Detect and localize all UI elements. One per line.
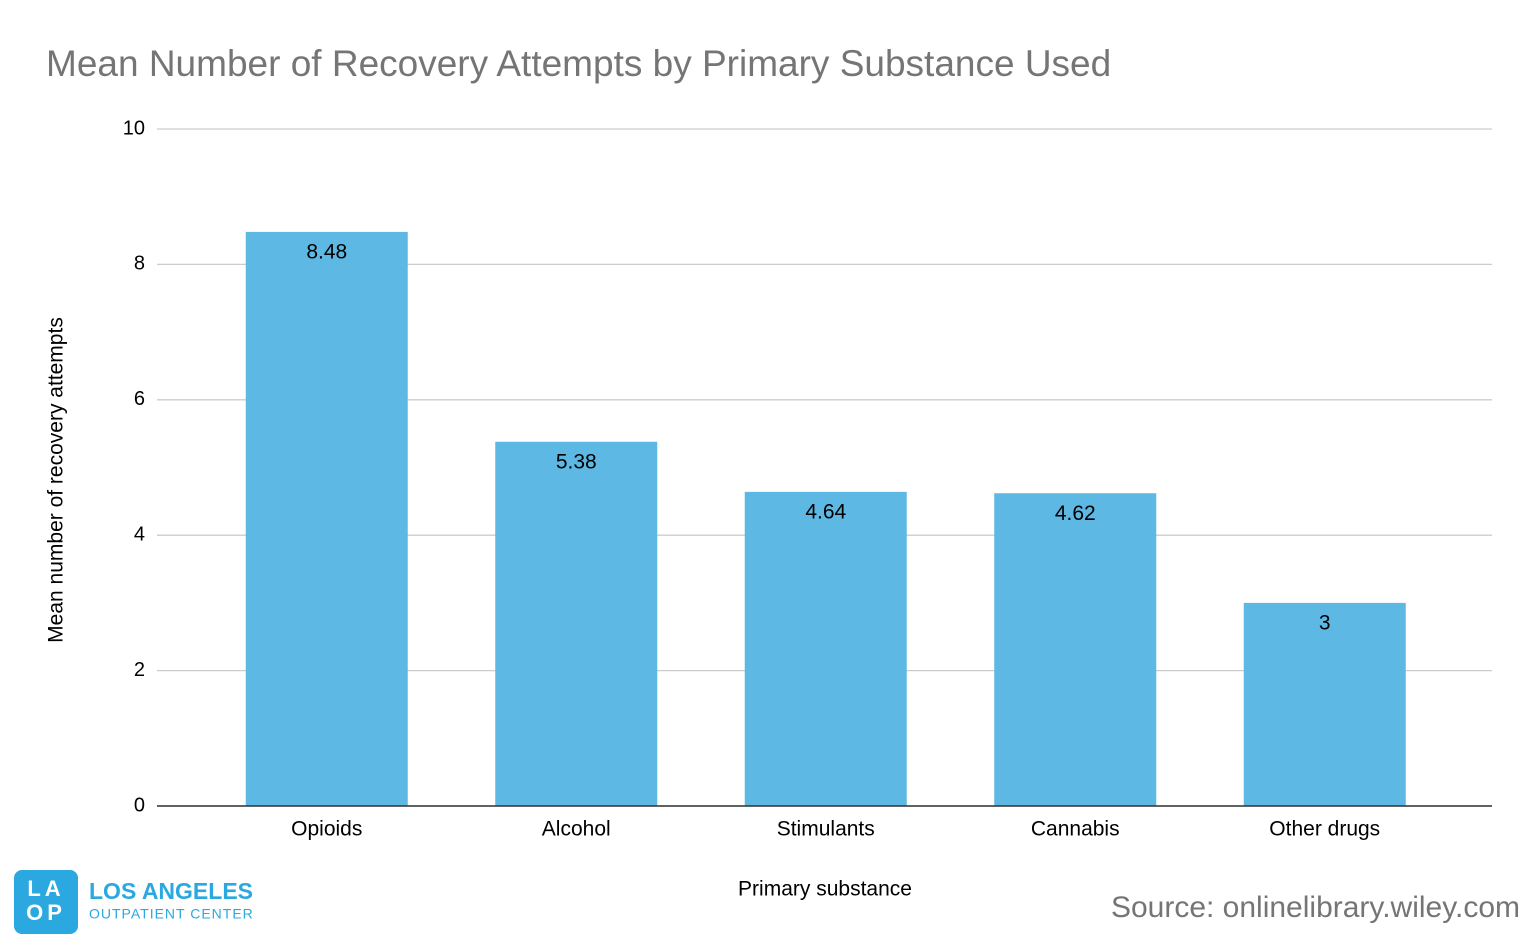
value-label: 5.38 (556, 450, 597, 473)
x-tick-label: Other drugs (1269, 818, 1380, 841)
logo-mark: OP (26, 900, 66, 925)
value-label: 3 (1319, 611, 1331, 634)
logo-subname: OUTPATIENT CENTER (89, 906, 254, 922)
chart-title: Mean Number of Recovery Attempts by Prim… (46, 43, 1111, 84)
value-label: 4.62 (1055, 502, 1096, 525)
y-tick-label: 4 (134, 523, 145, 545)
y-tick-label: 2 (134, 659, 145, 681)
x-axis-label: Primary substance (738, 878, 912, 901)
x-tick-label: Stimulants (777, 818, 875, 841)
x-tick-label: Alcohol (542, 818, 611, 841)
bar (245, 231, 408, 807)
bar (1243, 602, 1406, 806)
logo-name: LOS ANGELES (89, 878, 253, 904)
bar (744, 491, 907, 806)
value-label: 4.64 (805, 500, 846, 523)
x-tick-label: Opioids (291, 818, 362, 841)
bar (495, 441, 658, 806)
x-tick-label: Cannabis (1031, 818, 1120, 841)
logo-badge (14, 870, 78, 934)
logo-mark: LA (27, 876, 64, 901)
bar (994, 493, 1157, 806)
y-tick-label: 6 (134, 388, 145, 410)
y-tick-label: 0 (134, 794, 145, 816)
y-tick-label: 10 (123, 117, 145, 139)
y-axis-label: Mean number of recovery attempts (45, 317, 68, 643)
value-label: 8.48 (306, 240, 347, 263)
y-tick-label: 8 (134, 253, 145, 275)
source-note: Source: onlinelibrary.wiley.com (1111, 891, 1520, 924)
